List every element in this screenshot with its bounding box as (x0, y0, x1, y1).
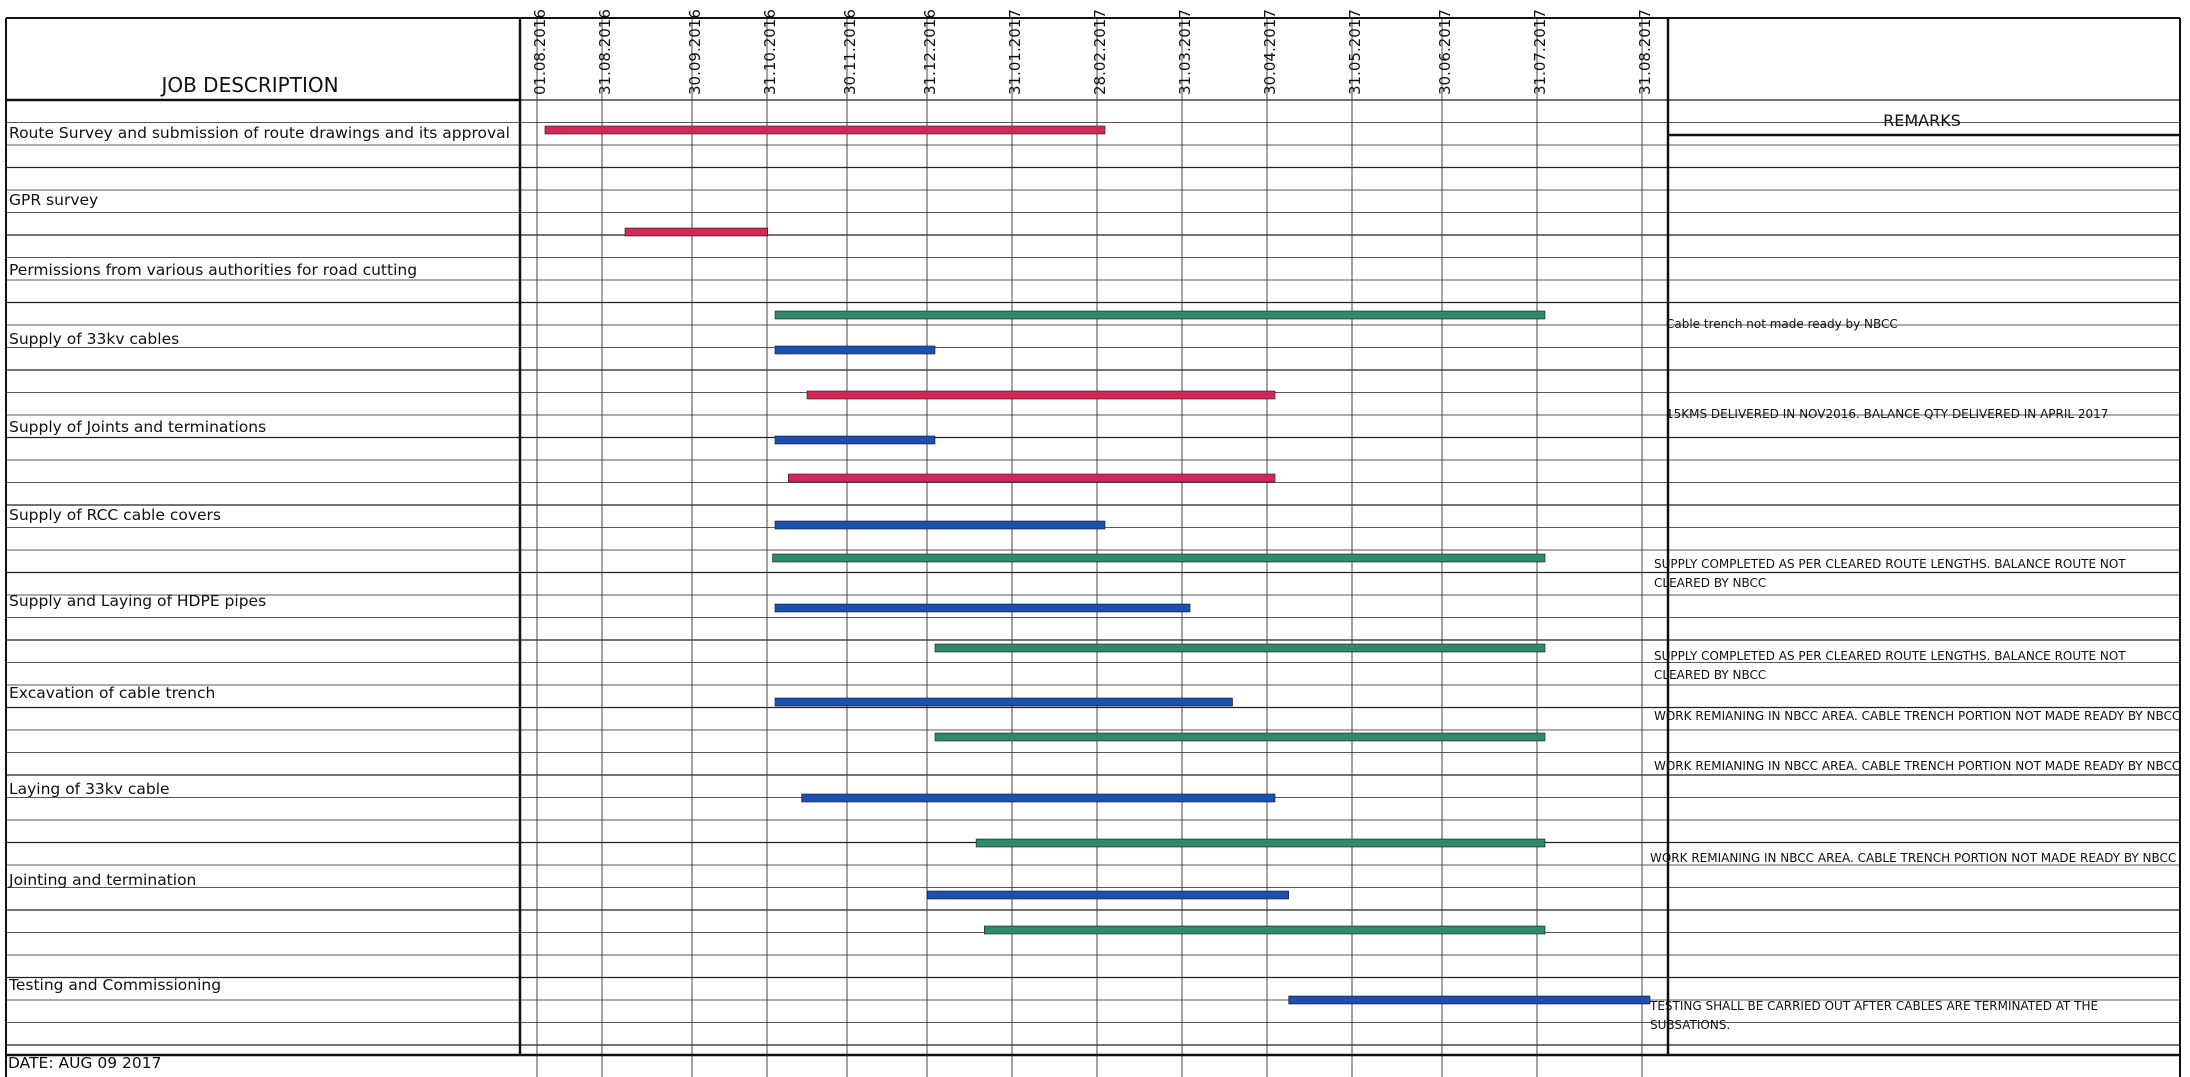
gantt-bar (774, 697, 1233, 707)
gantt-bar (801, 793, 1276, 803)
gantt-bar (774, 603, 1191, 613)
task-label: Supply of 33kv cables (9, 330, 179, 348)
gantt-bar (926, 890, 1290, 900)
task-label: Supply of Joints and terminations (9, 418, 266, 436)
gantt-bar (544, 125, 1106, 135)
gantt-bar (934, 643, 1546, 653)
gantt-bars (544, 125, 1651, 1005)
task-label: Jointing and termination (8, 871, 196, 889)
date-tick-label: 31.08.2017 (1636, 9, 1654, 95)
date-tick-label: 01.08.2016 (531, 9, 549, 95)
date-tick-label: 31.08.2016 (596, 9, 614, 95)
remark-text: CLEARED BY NBCC (1654, 668, 1766, 682)
table-frame (5, 17, 2181, 1077)
date-tick-label: 30.06.2017 (1436, 9, 1454, 95)
task-label: Laying of 33kv cable (9, 780, 170, 798)
date-tick-label: 31.03.2017 (1176, 9, 1194, 95)
date-tick-label: 30.09.2016 (686, 9, 704, 95)
date-tick-label: 31.07.2017 (1531, 9, 1549, 95)
remark-text: SUPPLY COMPLETED AS PER CLEARED ROUTE LE… (1654, 649, 2126, 663)
gantt-bar (788, 473, 1276, 483)
remark-text: CLEARED BY NBCC (1654, 576, 1766, 590)
remark-text: Cable trench not made ready by NBCC (1666, 317, 1898, 331)
gantt-bar (774, 435, 936, 445)
gantt-bar (772, 553, 1546, 563)
task-label: Permissions from various authorities for… (9, 261, 417, 279)
gantt-bar (984, 925, 1546, 935)
remark-text: 15KMS DELIVERED IN NOV2016. BALANCE QTY … (1666, 407, 2108, 421)
gantt-bar (934, 732, 1546, 742)
gantt-bar (975, 838, 1546, 848)
remarks-header: REMARKS (1883, 111, 1961, 130)
gantt-bar (774, 345, 936, 355)
grid-rows (6, 99, 2180, 1046)
gantt-bar (806, 390, 1276, 400)
remark-text: WORK REMIANING IN NBCC AREA. CABLE TRENC… (1654, 759, 2180, 773)
task-label: Excavation of cable trench (9, 684, 215, 702)
grid-columns (536, 18, 1643, 1077)
gantt-bar (774, 520, 1106, 530)
job-description-header: JOB DESCRIPTION (159, 73, 338, 97)
gantt-bar (774, 310, 1546, 320)
remark-text: SUPPLY COMPLETED AS PER CLEARED ROUTE LE… (1654, 557, 2126, 571)
date-tick-label: 30.04.2017 (1261, 9, 1279, 95)
date-tick-label: 28.02.2017 (1091, 9, 1109, 95)
task-label: GPR survey (9, 191, 98, 209)
remarks-text: Cable trench not made ready by NBCC 15KMS… (1649, 317, 2180, 1032)
date-tick-label: 30.11.2016 (841, 9, 859, 95)
task-label: Route Survey and submission of route dra… (9, 124, 510, 142)
remark-text: WORK REMIANING IN NBCC AREA. CABLE TRENC… (1654, 709, 2180, 723)
gantt-bar (624, 227, 769, 237)
gantt-bar (1288, 995, 1651, 1005)
date-tick-label: 31.10.2016 (761, 9, 779, 95)
remark-text: WORK REMIANING IN NBCC AREA. CABLE TRENC… (1650, 851, 2176, 865)
remark-text: SUBSATIONS. (1650, 1018, 1730, 1032)
remark-text: TESTING SHALL BE CARRIED OUT AFTER CABLE… (1649, 999, 2098, 1013)
task-label: Supply and Laying of HDPE pipes (9, 592, 266, 610)
footer-date: DATE: AUG 09 2017 (8, 1054, 161, 1072)
date-tick-label: 31.12.2016 (921, 9, 939, 95)
task-labels: Route Survey and submission of route dra… (8, 124, 510, 994)
date-tick-label: 31.05.2017 (1346, 9, 1364, 95)
date-tick-label: 31.01.2017 (1006, 9, 1024, 95)
task-label: Supply of RCC cable covers (9, 506, 221, 524)
task-label: Testing and Commissioning (8, 976, 221, 994)
date-tick-labels: 01.08.2016 31.08.2016 30.09.2016 31.10.2016… (531, 9, 1654, 95)
